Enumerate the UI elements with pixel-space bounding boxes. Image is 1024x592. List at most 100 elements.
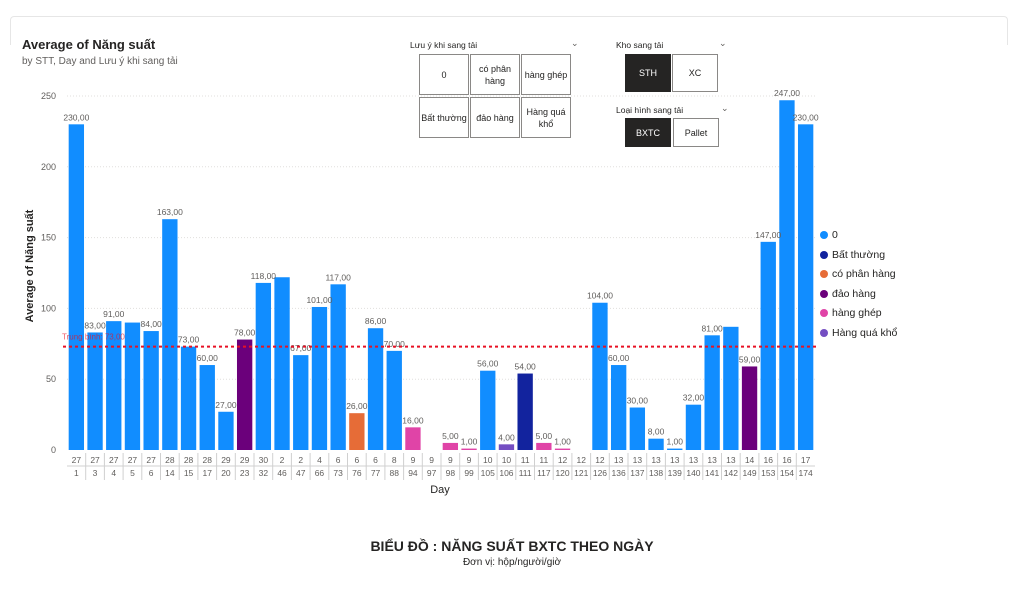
x-tick-label-day: 28 [184,455,194,465]
x-tick-label-stt: 46 [277,468,287,478]
x-tick-label-day: 13 [614,455,624,465]
x-tick-label-stt: 32 [259,468,269,478]
bar [536,442,552,450]
x-tick-label-stt: 88 [390,468,400,478]
slicer-luu-y-label: Lưu ý khi sang tải [410,40,478,50]
x-tick-label-day: 28 [165,455,175,465]
y-tick-label: 50 [46,374,56,384]
slicer-luu-y-option-hang-qua-kho[interactable]: Hàng quá khổ [521,97,571,138]
x-tick-label-day: 11 [539,455,548,465]
data-label: 247,00 [774,88,800,98]
data-label: 8,00 [648,427,665,437]
bar [667,448,683,450]
bar [685,404,702,450]
bar [648,438,664,450]
legend-item[interactable]: đảo hàng [820,288,876,300]
data-label: 26,00 [346,401,368,411]
x-tick-label-day: 12 [577,455,587,465]
legend-dot-icon [820,231,828,239]
bars [68,100,814,451]
data-label: 4,00 [498,432,515,442]
bar [741,366,758,450]
legend-item[interactable]: Hàng quá khổ [820,327,897,339]
x-tick-label-day: 13 [707,455,717,465]
slicer-kho-option-xc[interactable]: XC [672,54,718,92]
legend-dot-icon [820,328,828,337]
x-tick-label-stt: 98 [446,468,456,478]
legend-label: Hàng quá khổ [832,326,898,339]
x-tick-label-day: 12 [595,455,605,465]
slicer-luu-y-option-0[interactable]: 0 [419,54,469,95]
x-tick-label-stt: 138 [649,468,663,478]
y-axis-title: Average of Năng suất [24,209,36,322]
x-tick-label-day: 6 [354,455,359,465]
slicer-luu-y-option-dao-hang[interactable]: đảo hàng [470,97,520,138]
data-label: 83,00 [84,320,106,330]
slicer-luu-y-option-co-phan-hang[interactable]: có phân hàng [470,54,520,95]
y-tick-label: 100 [41,303,56,313]
bar [629,407,646,450]
x-tick-label-stt: 94 [408,468,418,478]
bar [255,282,272,450]
data-label: 70,00 [384,339,406,349]
legend-item[interactable]: 0 [820,229,838,241]
data-label: 67,00 [290,343,312,353]
x-tick-label-stt: 3 [93,468,98,478]
x-tick-label-day: 27 [90,455,100,465]
chevron-down-icon[interactable]: ⌄ [721,103,729,113]
x-tick-label-day: 9 [467,455,472,465]
x-tick-label-stt: 20 [221,468,231,478]
x-tick-label-stt: 47 [296,468,306,478]
legend-item[interactable]: Bất thường [820,249,885,261]
x-tick-label-day: 9 [429,455,434,465]
x-tick-label-stt: 117 [537,468,551,478]
x-tick-label-day: 2 [298,455,303,465]
chevron-down-icon[interactable]: ⌄ [571,38,579,48]
bar [405,427,421,450]
x-tick-label-day: 16 [782,455,792,465]
legend-label: hàng ghép [832,307,882,319]
slicer-loai-hinh-option-pallet[interactable]: Pallet [673,118,719,147]
x-tick-label-day: 13 [670,455,680,465]
bar [442,442,459,450]
bar [311,306,328,450]
bar [87,332,103,450]
chevron-down-icon[interactable]: ⌄ [719,38,727,48]
data-label: 5,00 [442,431,459,441]
data-label: 118,00 [251,271,277,281]
legend-dot-icon [820,270,828,278]
x-tick-label-stt: 126 [593,468,607,478]
slicer-luu-y-option-hang-ghep[interactable]: hàng ghép [521,54,571,95]
legend-item[interactable]: hàng ghép [820,307,882,319]
x-tick-label-day: 27 [128,455,138,465]
legend-item[interactable]: có phân hàng [820,268,896,280]
footer-subtitle: Đơn vị: hộp/người/giờ [462,557,562,568]
x-tick-label-stt: 15 [184,468,194,478]
bar [554,448,571,450]
x-tick-label-day: 28 [203,455,213,465]
bar [386,350,402,450]
x-tick-label-stt: 66 [315,468,325,478]
data-label: 230,00 [793,112,819,122]
visual-card-border [10,16,1008,45]
bar [704,335,720,450]
x-axis-ticks: 2712732742752762814281528172920292330322… [67,453,815,480]
bar [274,277,290,450]
x-tick-label-stt: 149 [742,468,756,478]
x-tick-label-day: 6 [336,455,341,465]
x-tick-label-day: 13 [689,455,699,465]
x-tick-label-day: 17 [801,455,811,465]
data-label: 163,00 [157,207,183,217]
slicer-kho-option-sth[interactable]: STH [625,54,671,92]
x-tick-label-stt: 14 [165,468,175,478]
slicer-luu-y-option-bat-thuong[interactable]: Bất thường [419,97,469,138]
x-tick-label-day: 13 [633,455,643,465]
y-axis-ticks: 0 50 100 150 200 250 [41,91,56,455]
legend-label: Bất thường [832,248,886,261]
x-tick-label-stt: 73 [333,468,343,478]
x-tick-label-stt: 120 [555,468,569,478]
footer-title: BIỂU ĐỒ : NĂNG SUẤT BXTC THEO NGÀY [370,538,654,554]
slicer-loai-hinh-option-bxtc[interactable]: BXTC [625,118,671,147]
x-tick-label-stt: 105 [481,468,495,478]
y-tick-label: 0 [51,445,56,455]
